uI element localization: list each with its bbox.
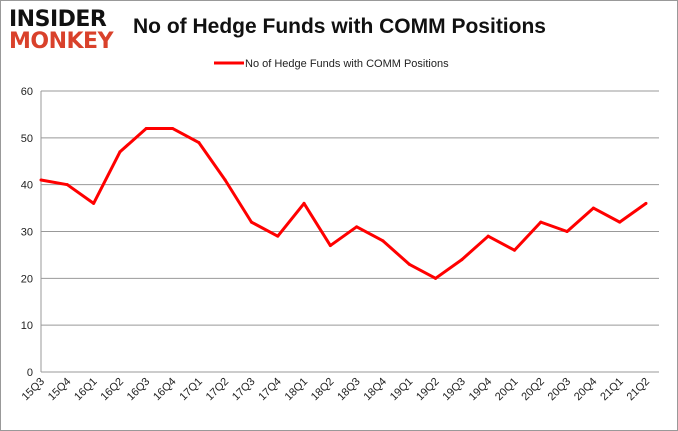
data-point xyxy=(39,178,43,182)
x-tick-label: 19Q3 xyxy=(440,376,468,404)
chart-title: No of Hedge Funds with COMM Positions xyxy=(133,15,546,38)
data-point xyxy=(197,141,201,145)
data-point xyxy=(565,230,569,233)
logo-line2: MONKEY xyxy=(9,29,114,54)
data-point xyxy=(65,183,69,187)
x-tick-label: 16Q2 xyxy=(99,376,127,404)
x-tick-label: 16Q4 xyxy=(151,376,179,404)
data-point xyxy=(302,201,306,205)
y-tick-label: 40 xyxy=(21,180,33,192)
x-tick-label: 16Q3 xyxy=(125,376,153,404)
series-line xyxy=(40,126,647,280)
x-tick-label: 20Q1 xyxy=(493,376,521,404)
x-tick-label: 17Q3 xyxy=(230,376,258,404)
data-point xyxy=(355,225,359,229)
legend-label: No of Hedge Funds with COMM Positions xyxy=(245,58,449,70)
logo-line1: INSIDER xyxy=(9,7,107,32)
x-tick-label: 18Q1 xyxy=(283,376,311,404)
x-tick-label: 19Q4 xyxy=(467,376,495,404)
x-tick-label: 17Q4 xyxy=(256,376,284,404)
data-point xyxy=(223,178,227,182)
y-tick-label: 20 xyxy=(21,273,33,285)
data-point xyxy=(328,244,332,248)
y-tick-label: 0 xyxy=(27,367,33,379)
data-point xyxy=(539,220,543,224)
x-tick-label: 19Q1 xyxy=(388,376,416,404)
x-tick-label: 15Q4 xyxy=(46,376,74,404)
x-tick-label: 16Q1 xyxy=(72,376,100,404)
y-tick-label: 30 xyxy=(21,227,33,239)
y-tick-label: 50 xyxy=(21,133,33,145)
y-tick-label: 10 xyxy=(21,320,33,332)
x-tick-label: 20Q3 xyxy=(546,376,574,404)
x-tick-label: 18Q4 xyxy=(362,376,390,404)
x-tick-label: 20Q2 xyxy=(519,376,547,404)
data-point xyxy=(434,276,438,280)
x-tick-label: 18Q3 xyxy=(335,376,363,404)
data-point xyxy=(512,248,516,252)
data-point xyxy=(618,220,622,224)
x-tick-label: 21Q2 xyxy=(625,376,653,404)
data-point xyxy=(381,239,385,243)
x-tick-label: 17Q2 xyxy=(204,376,232,404)
y-tick-label: 60 xyxy=(21,86,33,98)
x-tick-label: 21Q1 xyxy=(598,376,626,404)
data-point xyxy=(407,262,411,266)
data-point xyxy=(92,201,96,205)
data-point xyxy=(460,258,464,262)
data-point xyxy=(591,206,595,210)
data-point xyxy=(486,234,490,238)
data-point xyxy=(144,126,148,130)
insider-monkey-logo: INSIDER MONKEY xyxy=(9,7,114,54)
x-tick-label: 18Q2 xyxy=(309,376,337,404)
x-tick-label: 15Q3 xyxy=(20,376,48,404)
data-point xyxy=(249,220,253,224)
x-tick-label: 20Q4 xyxy=(572,376,600,404)
data-point xyxy=(171,126,175,130)
x-tick-label: 17Q1 xyxy=(177,376,205,404)
data-point xyxy=(118,150,122,154)
data-point xyxy=(276,234,280,238)
data-point xyxy=(644,201,648,205)
x-tick-label: 19Q2 xyxy=(414,376,442,404)
